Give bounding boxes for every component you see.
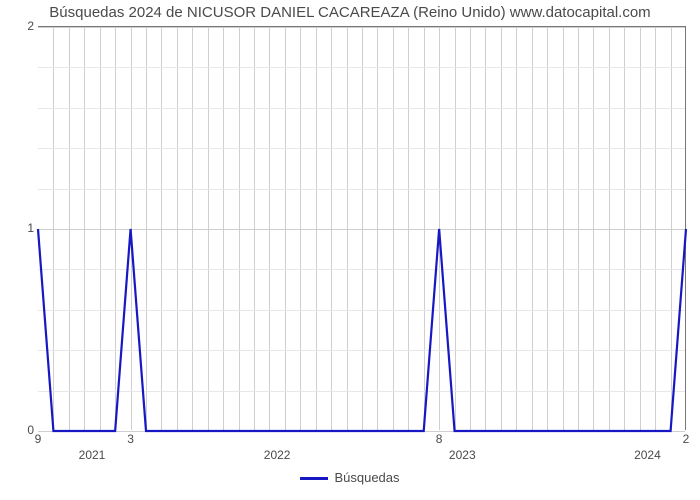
legend: Búsquedas bbox=[0, 470, 700, 485]
x-axis-label: 2023 bbox=[449, 448, 476, 462]
x-axis-label: 2024 bbox=[634, 448, 661, 462]
data-point-label: 9 bbox=[35, 432, 42, 446]
y-axis-label: 0 bbox=[20, 423, 34, 437]
data-point-label: 2 bbox=[683, 432, 690, 446]
plot-area bbox=[38, 26, 686, 430]
y-axis-label: 1 bbox=[20, 221, 34, 235]
legend-swatch bbox=[300, 477, 328, 480]
chart-container: Búsquedas 2024 de NICUSOR DANIEL CACAREA… bbox=[0, 0, 700, 500]
series-line bbox=[38, 27, 686, 431]
data-point-label: 8 bbox=[436, 432, 443, 446]
data-point-label: 3 bbox=[127, 432, 134, 446]
y-axis-label: 2 bbox=[20, 19, 34, 33]
legend-label: Búsquedas bbox=[334, 470, 399, 485]
x-axis-label: 2021 bbox=[79, 448, 106, 462]
x-axis-label: 2022 bbox=[264, 448, 291, 462]
chart-title: Búsquedas 2024 de NICUSOR DANIEL CACAREA… bbox=[0, 4, 700, 21]
